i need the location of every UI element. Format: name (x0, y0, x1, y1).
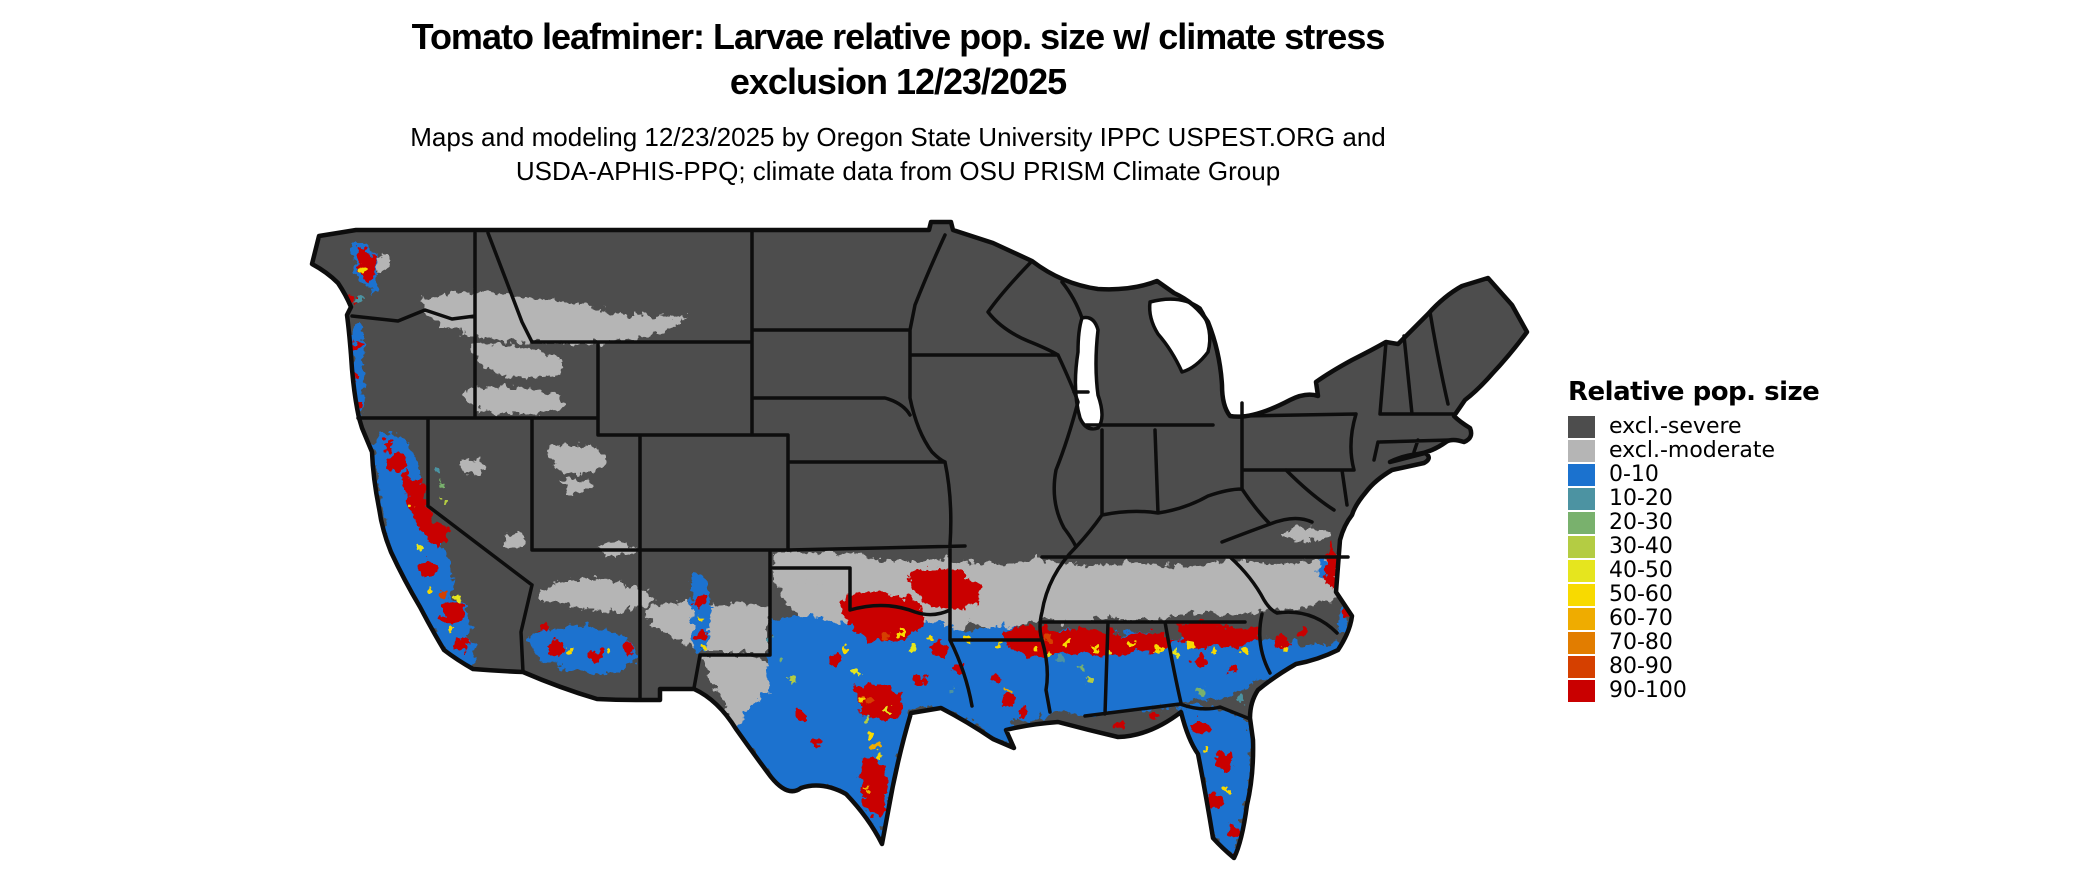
legend-row: excl.-moderate (1568, 440, 1868, 462)
map-subtitle: Maps and modeling 12/23/2025 by Oregon S… (228, 120, 1568, 188)
legend-swatch-icon (1568, 608, 1595, 630)
region-10-20 (357, 297, 1243, 703)
region-30-40 (441, 497, 1093, 723)
legend-label: 50-60 (1609, 582, 1673, 607)
great-lakes (1073, 297, 1212, 431)
legend-row: 0-10 (1568, 464, 1868, 486)
raster-overlay (347, 244, 1351, 858)
legend-swatch-icon (1568, 656, 1595, 678)
legend-title: Relative pop. size (1568, 377, 1820, 407)
map-title-line1: Tomato leafminer: Larvae relative pop. s… (411, 16, 1386, 57)
legend-label: 40-50 (1609, 558, 1673, 583)
map-subtitle-line2: USDA-APHIS-PPQ; climate data from OSU PR… (515, 156, 1281, 186)
legend-row: 80-90 (1568, 656, 1868, 678)
legend-row: 10-20 (1568, 488, 1868, 510)
legend-label: 60-70 (1609, 606, 1673, 631)
region-20-30 (437, 483, 1203, 693)
map-title-line2: exclusion 12/23/2025 (729, 61, 1067, 102)
state-borders (350, 229, 1457, 721)
legend-row: excl.-severe (1568, 416, 1868, 438)
legend-swatch-icon (1568, 584, 1595, 606)
map-subtitle-line1: Maps and modeling 12/23/2025 by Oregon S… (410, 122, 1386, 152)
legend-label: excl.-severe (1609, 414, 1742, 439)
legend-items: excl.-severe excl.-moderate 0-10 10-20 20-30… (1568, 416, 1868, 702)
legend-swatch-icon (1568, 536, 1595, 558)
legend-swatch-icon (1568, 680, 1595, 702)
legend-row: 30-40 (1568, 536, 1868, 558)
legend-row: 50-60 (1568, 584, 1868, 606)
region-60-70 (865, 687, 1013, 793)
legend-row: 70-80 (1568, 632, 1868, 654)
legend-label: 90-100 (1609, 678, 1687, 703)
legend-row: 20-30 (1568, 512, 1868, 534)
region-50-60 (359, 265, 1289, 793)
legend: Relative pop. size excl.-severe excl.-mod… (1568, 377, 1868, 704)
legend-swatch-icon (1568, 512, 1595, 534)
legend-row: 90-100 (1568, 680, 1868, 702)
page-header: Tomato leafminer: Larvae relative pop. s… (228, 14, 1568, 188)
legend-label: 30-40 (1609, 534, 1673, 559)
legend-swatch-icon (1568, 440, 1595, 462)
legend-row: 40-50 (1568, 560, 1868, 582)
legend-label: 80-90 (1609, 654, 1673, 679)
legend-swatch-icon (1568, 416, 1595, 438)
legend-label: excl.-moderate (1609, 438, 1775, 463)
region-90-100 (347, 249, 1351, 858)
legend-label: 0-10 (1609, 462, 1659, 487)
legend-swatch-icon (1568, 464, 1595, 486)
legend-swatch-icon (1568, 560, 1595, 582)
legend-swatch-icon (1568, 488, 1595, 510)
legend-label: 20-30 (1609, 510, 1673, 535)
lake-michigan (1073, 315, 1104, 431)
legend-swatch-icon (1568, 632, 1595, 654)
legend-row: 60-70 (1568, 608, 1868, 630)
legend-label: 10-20 (1609, 486, 1673, 511)
legend-label: 70-80 (1609, 630, 1673, 655)
